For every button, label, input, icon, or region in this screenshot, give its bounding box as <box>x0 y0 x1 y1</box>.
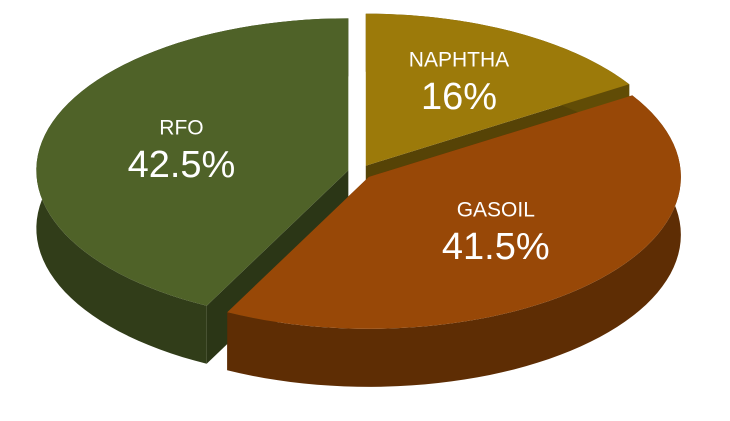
category-label: NAPHTHA <box>409 49 509 72</box>
slice <box>227 95 681 329</box>
value-label: 42.5% <box>128 144 236 186</box>
slice <box>36 18 349 306</box>
category-label: GASOIL <box>457 199 535 222</box>
value-label: 16% <box>421 76 497 118</box>
value-label: 41.5% <box>442 226 550 268</box>
category-label: RFO <box>159 116 203 139</box>
slice-wall <box>227 95 681 387</box>
slice <box>365 13 630 166</box>
